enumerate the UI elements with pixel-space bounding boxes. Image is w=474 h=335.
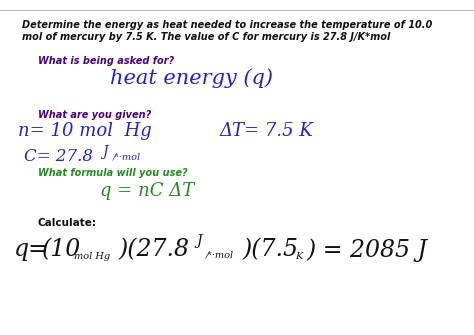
Text: K: K — [295, 252, 302, 261]
Text: )(7.5: )(7.5 — [242, 238, 298, 261]
Text: (10: (10 — [42, 238, 81, 261]
Text: /ᵏ·mol: /ᵏ·mol — [113, 152, 141, 161]
Text: What is being asked for?: What is being asked for? — [38, 56, 174, 66]
Text: What are you given?: What are you given? — [38, 110, 151, 120]
Text: What formula will you use?: What formula will you use? — [38, 168, 188, 178]
Text: C= 27.8: C= 27.8 — [24, 148, 93, 165]
Text: J: J — [196, 234, 201, 248]
Text: mol Hg: mol Hg — [74, 252, 110, 261]
Text: Determine the energy as heat needed to increase the temperature of 10.0: Determine the energy as heat needed to i… — [22, 20, 432, 30]
Text: n= 10 mol  Hg: n= 10 mol Hg — [18, 122, 152, 140]
Text: /ᵏ·mol: /ᵏ·mol — [206, 250, 234, 259]
Text: )(27.8: )(27.8 — [118, 238, 189, 261]
Text: ΔT= 7.5 K: ΔT= 7.5 K — [220, 122, 314, 140]
Text: ) = 2085 J: ) = 2085 J — [306, 238, 427, 262]
Text: mol of mercury by 7.5 K. The value of C for mercury is 27.8 J/K*mol: mol of mercury by 7.5 K. The value of C … — [22, 32, 391, 42]
Text: Calculate:: Calculate: — [38, 218, 97, 228]
Text: heat energy (q): heat energy (q) — [110, 68, 273, 88]
Text: q = nC ΔT: q = nC ΔT — [100, 182, 194, 200]
Text: J: J — [102, 145, 108, 159]
Text: q=: q= — [14, 238, 49, 261]
